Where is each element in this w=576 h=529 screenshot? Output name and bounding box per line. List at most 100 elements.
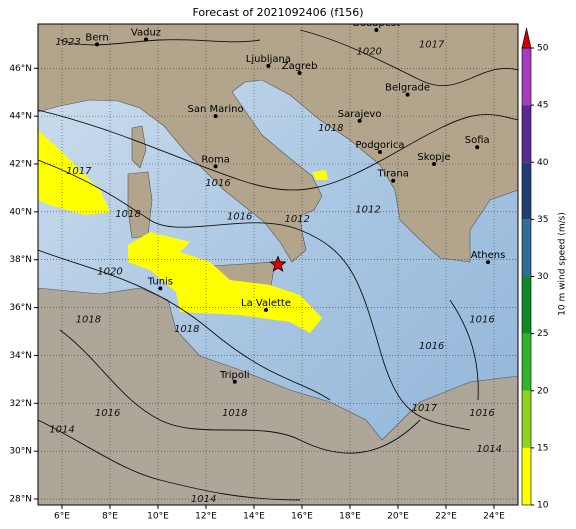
- city-label: Tripoli: [219, 370, 250, 381]
- isobar-label: 1014: [191, 494, 216, 505]
- colorbar-band: [522, 333, 531, 391]
- city-label: Roma: [201, 154, 230, 165]
- colorbar-band: [522, 48, 531, 106]
- isobar-label: 1017: [412, 403, 438, 414]
- colorbar-tick-label: 40: [537, 158, 549, 168]
- colorbar-extend: [521, 27, 532, 49]
- map-area: 1023 1020 1017 1017 1018 1016 1016 1012 1012 1018…: [38, 24, 518, 505]
- city-dot: [213, 114, 218, 119]
- lat-tick-label: 46°N: [9, 64, 32, 74]
- city-dot: [264, 307, 268, 312]
- city-dot: [144, 37, 148, 42]
- lat-tick-label: 42°N: [9, 159, 32, 169]
- lat-tick-label: 44°N: [9, 112, 32, 122]
- lon-tick-label: 6°E: [54, 512, 70, 522]
- colorbar-tick-label: 30: [537, 272, 549, 282]
- isobar-label: 1014: [476, 444, 501, 455]
- lon-tick-label: 10°E: [147, 512, 169, 522]
- isobar-label: 1012: [284, 214, 309, 225]
- colorbar-band: [522, 105, 531, 163]
- lon-tick-label: 16°E: [291, 512, 313, 522]
- graticule: [38, 24, 518, 505]
- colorbar-tick-label: 45: [537, 101, 548, 111]
- city-dot: [297, 71, 302, 76]
- lon-tick-label: 18°E: [339, 512, 361, 522]
- colorbar-tick-label: 50: [537, 44, 549, 54]
- colorbar-band: [522, 276, 531, 334]
- city-dot: [475, 145, 480, 150]
- city-label: Ljubljana: [246, 54, 291, 65]
- isobar-label: 1016: [227, 212, 252, 223]
- lat-tick-label: 32°N: [9, 399, 32, 409]
- colorbar-tick-label: 20: [537, 386, 549, 396]
- isobar-label: 1018: [222, 408, 247, 419]
- colorbar-band: [522, 162, 531, 220]
- lat-tick-label: 30°N: [9, 447, 32, 457]
- lat-tick-label: 36°N: [9, 303, 32, 313]
- colorbar-band: [522, 447, 531, 505]
- city-label: Skopje: [417, 152, 450, 163]
- city-dot: [405, 92, 410, 97]
- isobar-label: 1018: [115, 209, 140, 220]
- isobar-label: 1017: [419, 39, 445, 50]
- lat-tick-label: 28°N: [9, 495, 32, 505]
- lon-tick-label: 24°E: [483, 512, 505, 522]
- lon-tick-label: 12°E: [195, 512, 217, 522]
- colorbar-tick-label: 15: [537, 443, 548, 453]
- city-dot: [391, 178, 396, 183]
- colorbar-tick-label: 25: [537, 329, 548, 339]
- city-dot: [213, 164, 218, 169]
- colorbar-band: [522, 219, 531, 277]
- city-label: Tunis: [147, 276, 173, 287]
- isobar-label: 1018: [318, 123, 343, 134]
- city-label: Bern: [85, 32, 108, 43]
- lat-tick-label: 34°N: [9, 351, 32, 361]
- isobar-label: 1016: [95, 408, 120, 419]
- isobar-label: 1020: [97, 267, 122, 278]
- isobar-label: 1018: [76, 315, 101, 326]
- city-dot: [486, 260, 490, 265]
- lon-tick-label: 20°E: [387, 512, 409, 522]
- lat-tick-label: 40°N: [9, 207, 32, 217]
- sardinia: [127, 171, 153, 239]
- isobar-label: 1020: [356, 47, 381, 58]
- isobar-label: 1023: [55, 37, 80, 48]
- city-label: Vaduz: [131, 28, 161, 39]
- isobar-lines: [38, 29, 518, 501]
- city-dot: [432, 161, 436, 166]
- city-label: Athens: [471, 250, 506, 261]
- colorbar-tick-label: 10: [537, 501, 549, 511]
- city-label: Sarajevo: [338, 109, 382, 120]
- city-label: Tirana: [377, 169, 409, 180]
- isobar-label: 1017: [66, 166, 92, 177]
- city-label: Podgorica: [355, 140, 404, 151]
- lon-tick-label: 8°E: [102, 512, 118, 522]
- high-wind-area: [38, 130, 328, 333]
- colorbar-label: 10 m wind speed (m/s): [558, 212, 568, 316]
- city-dot: [95, 42, 100, 47]
- isobar-label: 1014: [49, 425, 74, 436]
- isobar-label: 1016: [469, 315, 494, 326]
- city-dot: [266, 63, 271, 68]
- city-dot: [158, 286, 163, 291]
- isobar-label: 1016: [419, 341, 444, 352]
- title: Forecast of 2021092406 (f156): [192, 6, 363, 19]
- city-label: Belgrade: [385, 83, 430, 94]
- isobar-label: 1018: [174, 324, 199, 335]
- colorbar-band: [522, 390, 531, 448]
- isobar-label: 1012: [355, 204, 380, 215]
- city-label: San Marino: [188, 104, 244, 115]
- isobar-label: 1016: [205, 178, 230, 189]
- isobar-label: 1016: [469, 408, 494, 419]
- city-label: Sofia: [465, 135, 490, 146]
- lat-tick-label: 38°N: [9, 255, 32, 265]
- corsica: [131, 125, 147, 169]
- land-north: [38, 24, 518, 263]
- lon-tick-label: 14°E: [243, 512, 265, 522]
- colorbar-tick-label: 35: [537, 215, 548, 225]
- city-dot: [357, 118, 362, 123]
- city-dot: [232, 379, 237, 384]
- city-dot: [374, 27, 379, 32]
- city-dot: [378, 150, 382, 155]
